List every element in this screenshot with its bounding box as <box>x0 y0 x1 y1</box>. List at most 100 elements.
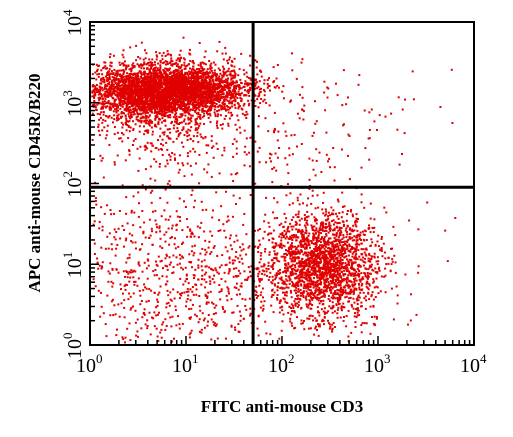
event-point <box>183 134 186 137</box>
event-point <box>196 72 198 75</box>
event-point <box>191 103 194 106</box>
event-point <box>230 84 233 87</box>
event-point <box>215 94 218 97</box>
event-point <box>108 106 111 108</box>
event-point <box>211 74 214 77</box>
event-point <box>250 82 253 85</box>
event-point <box>206 113 209 116</box>
event-point <box>168 103 171 106</box>
event-point <box>91 138 94 141</box>
event-point <box>194 150 197 153</box>
event-point <box>234 98 237 101</box>
event-point <box>174 105 177 108</box>
event-point <box>165 77 168 80</box>
event-point <box>202 87 204 90</box>
event-point <box>196 123 199 126</box>
event-point <box>102 102 105 105</box>
event-point <box>313 225 316 228</box>
event-point <box>193 94 196 97</box>
event-point <box>124 115 127 118</box>
event-point <box>107 101 110 104</box>
event-point <box>200 94 203 96</box>
event-point <box>211 79 214 82</box>
event-point <box>195 89 198 91</box>
event-point <box>180 100 183 103</box>
event-point <box>154 101 157 104</box>
event-point <box>208 91 211 94</box>
event-point <box>287 172 290 175</box>
event-point <box>194 97 197 100</box>
event-point <box>163 93 166 96</box>
event-point <box>108 143 111 146</box>
event-point <box>196 76 199 79</box>
event-point <box>205 112 208 115</box>
event-point <box>356 309 359 312</box>
event-point <box>185 104 188 107</box>
event-point <box>175 103 178 106</box>
event-point <box>178 99 181 102</box>
event-point <box>93 97 96 99</box>
event-point <box>124 60 126 63</box>
event-point <box>377 268 380 271</box>
event-point <box>124 123 127 126</box>
event-point <box>319 253 322 256</box>
event-point <box>193 107 196 110</box>
event-point <box>176 57 179 60</box>
event-point <box>203 122 205 125</box>
event-point <box>157 96 160 99</box>
event-point <box>327 286 330 289</box>
event-point <box>160 108 163 111</box>
event-point <box>176 69 179 72</box>
event-point <box>226 96 229 99</box>
event-point <box>226 81 229 84</box>
event-point <box>198 86 201 89</box>
event-point <box>263 79 266 82</box>
event-point <box>124 121 127 124</box>
event-point <box>175 74 178 77</box>
event-point <box>138 125 141 128</box>
event-point <box>170 75 173 78</box>
event-point <box>203 96 206 99</box>
event-point <box>147 102 150 105</box>
event-point <box>183 61 186 64</box>
event-point <box>156 77 159 80</box>
event-point <box>234 173 237 176</box>
event-point <box>161 97 164 100</box>
event-point <box>145 102 147 105</box>
event-point <box>205 70 208 73</box>
event-point <box>178 53 181 56</box>
event-point <box>195 106 197 109</box>
event-point <box>193 69 196 72</box>
event-point <box>417 271 420 274</box>
event-point <box>166 91 169 94</box>
event-point <box>105 134 108 137</box>
event-point <box>146 73 149 75</box>
event-point <box>215 73 218 76</box>
event-point <box>209 86 212 89</box>
event-point <box>174 113 177 116</box>
event-point <box>165 106 168 109</box>
event-point <box>104 137 107 140</box>
event-point <box>127 125 130 127</box>
event-point <box>129 99 132 101</box>
event-point <box>117 113 120 116</box>
event-point <box>233 138 236 141</box>
event-point <box>106 124 109 127</box>
event-point <box>111 103 114 106</box>
event-point <box>118 104 121 107</box>
event-point <box>169 84 172 86</box>
event-point <box>206 171 209 174</box>
event-point <box>104 61 107 64</box>
event-point <box>93 94 96 96</box>
event-point <box>147 129 150 132</box>
event-point <box>224 71 227 74</box>
event-point <box>121 78 124 81</box>
event-point <box>211 92 214 95</box>
event-point <box>107 79 110 82</box>
event-point <box>115 77 118 80</box>
event-point <box>238 85 241 88</box>
event-point <box>313 333 316 336</box>
event-point <box>148 64 151 67</box>
event-point <box>167 83 170 86</box>
event-point <box>106 130 109 133</box>
